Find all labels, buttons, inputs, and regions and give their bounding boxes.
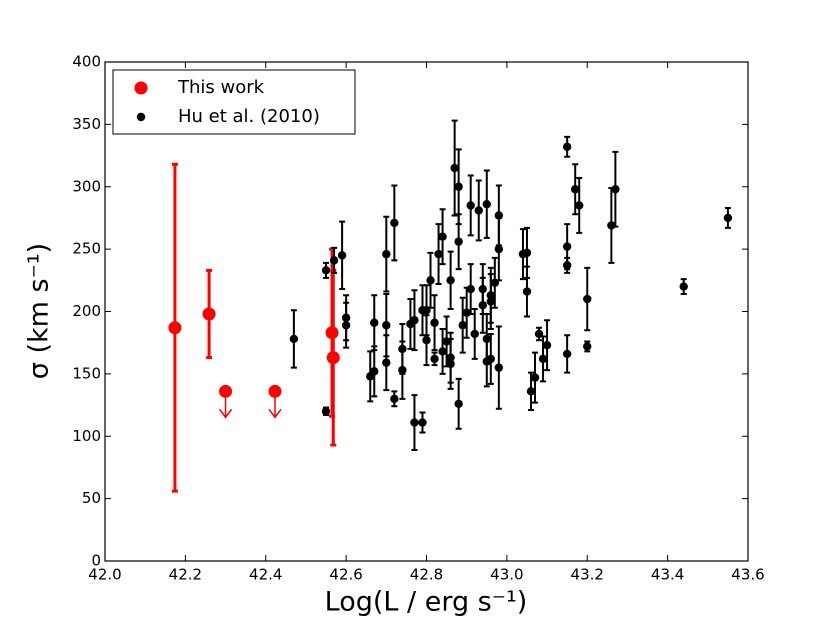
point (466, 201, 475, 210)
point (321, 407, 331, 416)
point (482, 200, 491, 209)
y-tick-label: 150 (72, 364, 101, 382)
point (390, 218, 399, 228)
point (522, 248, 532, 258)
point (446, 276, 455, 285)
y-tick-label: 400 (72, 53, 101, 71)
point (341, 321, 351, 330)
x-tick-label: 42.6 (329, 566, 362, 584)
point (410, 418, 419, 427)
x-axis-label: Log(L / erg s⁻¹) (325, 587, 528, 618)
point (370, 318, 379, 327)
point (494, 244, 504, 254)
point (390, 394, 399, 404)
point (446, 359, 455, 369)
y-tick-label: 50 (82, 489, 101, 507)
point (426, 276, 435, 285)
x-tick-label: 42.8 (410, 566, 443, 584)
legend-marker (136, 112, 146, 122)
point (430, 354, 439, 364)
point (562, 142, 572, 152)
x-tick-label: 42.0 (88, 566, 121, 584)
y-tick-label: 100 (72, 427, 101, 445)
point (562, 242, 572, 251)
point (268, 384, 282, 398)
y-tick-label: 250 (72, 240, 101, 258)
point (398, 365, 407, 375)
x-tick-label: 43.2 (571, 566, 604, 584)
point (382, 249, 391, 259)
point (611, 185, 620, 194)
point (454, 237, 463, 246)
point (575, 201, 584, 210)
legend-box (112, 69, 356, 135)
x-tick-label: 43.6 (731, 566, 764, 584)
point (583, 294, 592, 304)
point (450, 163, 459, 173)
point (478, 284, 487, 294)
point (542, 340, 552, 350)
x-tick-label: 42.4 (249, 566, 282, 584)
point (526, 387, 536, 396)
point (494, 363, 504, 372)
point (454, 182, 463, 191)
point (337, 251, 347, 260)
point (422, 335, 431, 345)
point (486, 354, 495, 364)
x-tick-label: 43.4 (651, 566, 684, 584)
point (202, 307, 216, 321)
point (538, 354, 548, 364)
y-tick-label: 0 (91, 552, 101, 570)
legend-label: Hu et al. (2010) (178, 106, 320, 127)
point (474, 206, 483, 215)
point (583, 342, 592, 351)
point (486, 291, 495, 300)
point (607, 221, 616, 230)
x-tick-label: 43.0 (490, 566, 523, 584)
legend-marker (134, 81, 148, 95)
y-tick-label: 350 (72, 115, 101, 133)
point (382, 321, 391, 330)
point (462, 308, 471, 317)
point (289, 334, 299, 344)
point (530, 373, 540, 382)
y-tick-label: 200 (72, 302, 101, 320)
point (410, 316, 419, 325)
point (562, 261, 572, 270)
point (679, 282, 688, 291)
legend-label: This work (177, 77, 265, 98)
point (382, 358, 391, 367)
point (438, 347, 447, 356)
y-tick-label: 300 (72, 177, 101, 195)
point (168, 321, 182, 335)
point (418, 418, 427, 427)
point (454, 399, 463, 409)
point (430, 318, 439, 327)
point (466, 284, 475, 294)
point (723, 213, 733, 223)
point (470, 329, 479, 339)
point (219, 384, 233, 398)
point (438, 232, 447, 241)
point (326, 351, 340, 365)
point (321, 266, 331, 275)
y-axis-label: σ (km s⁻¹) (24, 243, 55, 379)
point (570, 185, 580, 194)
point (562, 349, 572, 359)
point (458, 321, 467, 330)
point (522, 287, 532, 296)
point (434, 249, 443, 259)
point (370, 367, 379, 376)
x-tick-label: 42.2 (169, 566, 202, 584)
point (329, 256, 339, 265)
